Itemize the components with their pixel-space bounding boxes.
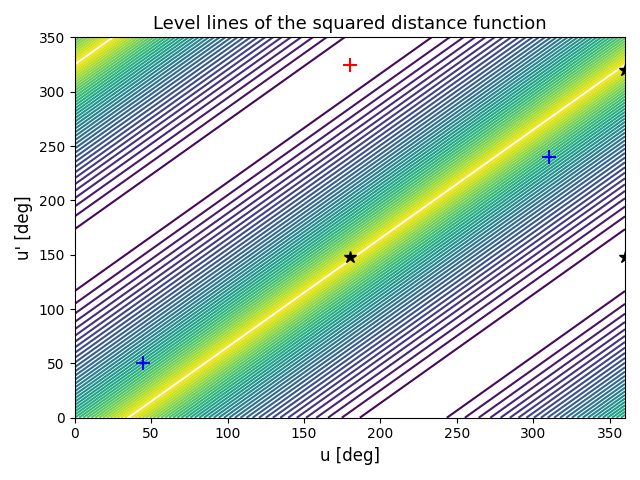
- X-axis label: u [deg]: u [deg]: [320, 447, 380, 465]
- Title: Level lines of the squared distance function: Level lines of the squared distance func…: [153, 15, 547, 33]
- Y-axis label: u' [deg]: u' [deg]: [15, 195, 33, 260]
